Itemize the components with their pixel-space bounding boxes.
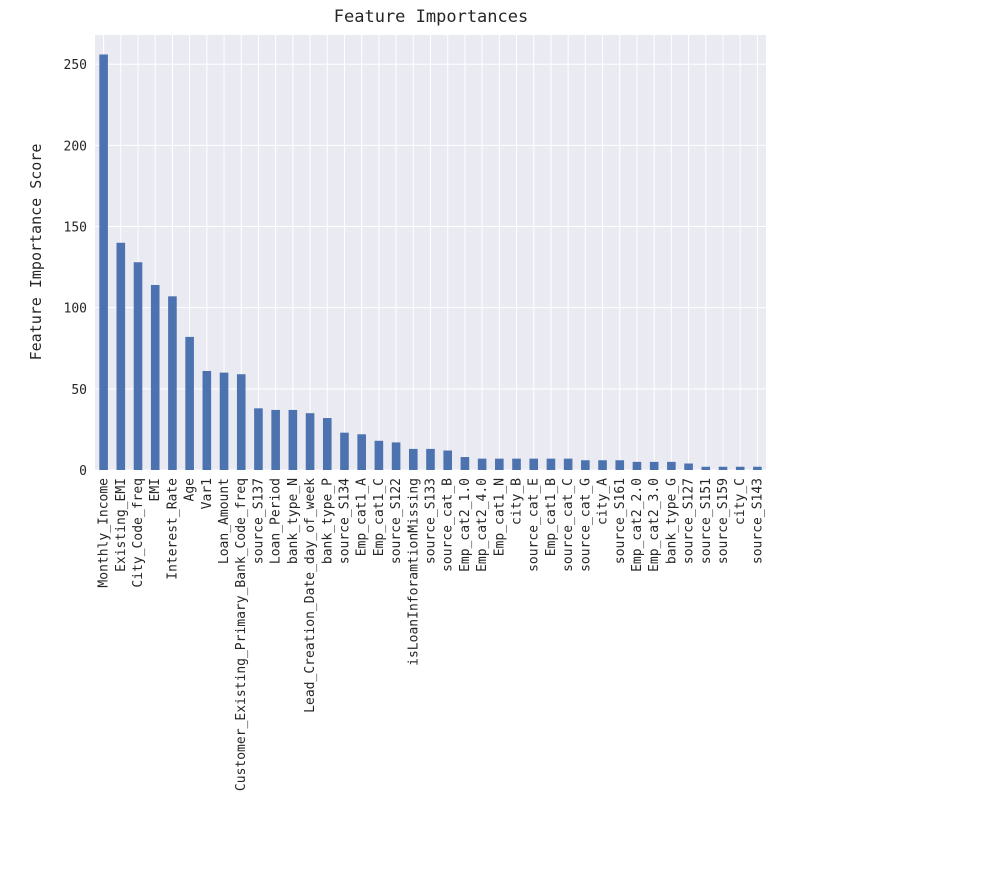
bar — [598, 460, 607, 470]
bar — [581, 460, 590, 470]
bar — [219, 372, 229, 470]
bar — [340, 432, 349, 470]
x-tick-label: source_cat_C — [561, 478, 576, 572]
bar — [718, 466, 728, 470]
y-tick-label: 250 — [64, 58, 87, 73]
chart-title: Feature Importances — [334, 7, 528, 27]
x-tick-label: isLoanInforamtionMissing — [406, 478, 421, 666]
bar — [391, 442, 401, 470]
bar — [529, 458, 539, 470]
bar — [99, 54, 108, 471]
bar — [512, 458, 521, 470]
x-tick-label: source_cat_G — [578, 478, 593, 572]
bar — [150, 284, 160, 470]
x-tick-label: city_A — [596, 478, 611, 525]
bar — [632, 461, 642, 470]
x-tick-label: Emp_cat2_4.0 — [475, 478, 490, 572]
bar — [443, 450, 453, 470]
x-tick-label: city_C — [733, 478, 748, 525]
x-tick-label: Emp_cat1_A — [355, 478, 370, 556]
bar — [374, 440, 384, 470]
bar — [426, 448, 435, 470]
y-axis-ticks: 0 50 100 150 200 250 — [64, 58, 87, 479]
x-tick-label: Lead_Creation_Date_day_of_week — [303, 478, 318, 713]
x-tick-label: Var1 — [200, 478, 215, 509]
bar — [254, 408, 263, 470]
x-tick-label: bank_type_N — [286, 478, 301, 564]
x-tick-label: source_cat_B — [441, 478, 456, 572]
bars — [99, 54, 762, 471]
grid-lines — [95, 35, 766, 471]
x-tick-label: source_S133 — [424, 478, 439, 564]
bar — [185, 336, 194, 470]
x-tick-label: source_S127 — [682, 478, 697, 564]
bar — [305, 413, 315, 470]
y-tick-label: 50 — [71, 383, 87, 398]
bar — [408, 448, 418, 470]
bar — [271, 409, 280, 470]
bar — [202, 370, 212, 470]
x-tick-label: Emp_cat2_1.0 — [458, 478, 473, 572]
x-tick-label: Emp_cat1_C — [372, 478, 387, 556]
y-tick-label: 150 — [64, 221, 87, 236]
x-tick-label: Emp_cat1_B — [544, 478, 559, 556]
bar — [288, 409, 298, 470]
y-axis-label: Feature Importance Score — [27, 144, 45, 361]
y-tick-label: 0 — [79, 464, 87, 479]
x-tick-label: Emp_cat2_3.0 — [647, 478, 662, 572]
bar — [460, 457, 470, 470]
x-tick-label: Loan_Amount — [217, 478, 232, 564]
x-axis-ticks: Monthly_Income Existing_EMI City_Code_freq… — [97, 478, 766, 791]
y-tick-label: 200 — [64, 139, 87, 154]
bar — [753, 466, 762, 470]
bar — [735, 466, 745, 470]
bar — [495, 458, 504, 470]
bar — [546, 458, 556, 470]
bar — [236, 374, 246, 470]
x-tick-label: source_S134 — [337, 478, 352, 564]
x-tick-label: source_cat_E — [527, 478, 542, 572]
bar — [615, 460, 625, 470]
x-tick-label: bank_type_P — [320, 478, 335, 564]
bar — [649, 461, 659, 470]
bar — [667, 461, 676, 470]
bar — [116, 242, 126, 470]
bar — [477, 458, 487, 470]
x-tick-label: Existing_EMI — [114, 478, 129, 572]
x-tick-label: City_Code_freq — [131, 478, 146, 588]
x-tick-label: source_S137 — [251, 478, 266, 564]
x-tick-label: Emp_cat1_N — [492, 478, 507, 556]
x-tick-label: Interest_Rate — [165, 478, 180, 580]
x-tick-label: source_S159 — [716, 478, 731, 564]
x-tick-label: Monthly_Income — [97, 478, 112, 588]
bar — [684, 463, 693, 470]
x-tick-label: source_S161 — [613, 478, 628, 564]
x-tick-label: Loan_Period — [269, 478, 284, 564]
bar — [322, 418, 332, 470]
bar — [563, 458, 573, 470]
x-tick-label: Customer_Existing_Primary_Bank_Code_freq — [234, 478, 249, 791]
x-tick-label: city_B — [510, 478, 525, 525]
x-tick-label: Emp_cat2_2.0 — [630, 478, 645, 572]
y-tick-label: 100 — [64, 302, 87, 317]
bar — [133, 262, 143, 470]
x-tick-label: source_S122 — [389, 478, 404, 564]
x-tick-label: source_S143 — [750, 478, 765, 564]
bar — [168, 296, 177, 470]
x-tick-label: Age — [183, 478, 198, 502]
x-tick-label: bank_type_G — [664, 478, 679, 564]
bar — [701, 466, 711, 470]
x-tick-label: source_S151 — [699, 478, 714, 564]
x-tick-label: EMI — [148, 478, 163, 501]
bar — [357, 434, 366, 470]
